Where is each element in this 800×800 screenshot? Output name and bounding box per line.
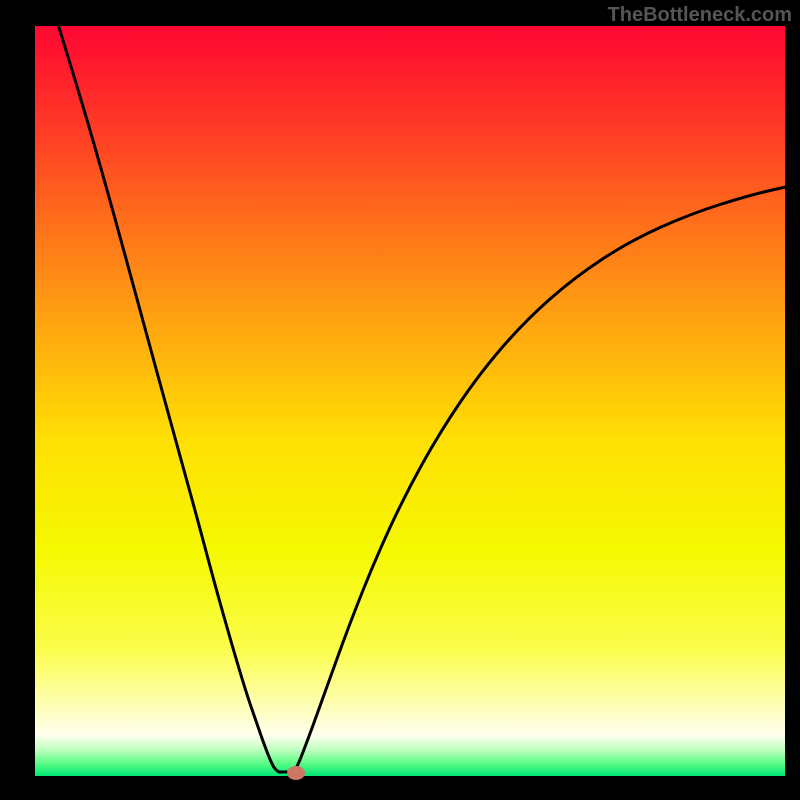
optimal-point-marker: [287, 766, 305, 780]
watermark-text: TheBottleneck.com: [608, 4, 792, 27]
chart-container: { "watermark": { "text": "TheBottleneck.…: [0, 0, 800, 800]
bottleneck-chart: [0, 0, 800, 800]
gradient-plot-area: [35, 26, 785, 776]
